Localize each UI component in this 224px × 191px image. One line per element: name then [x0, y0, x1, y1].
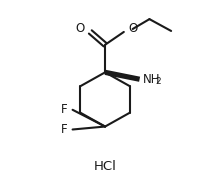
Text: F: F	[61, 123, 68, 136]
Text: NH: NH	[142, 73, 160, 86]
Text: O: O	[129, 23, 138, 36]
Text: O: O	[75, 23, 84, 36]
Text: 2: 2	[155, 77, 161, 86]
Text: HCl: HCl	[94, 160, 116, 173]
Text: F: F	[61, 103, 68, 116]
